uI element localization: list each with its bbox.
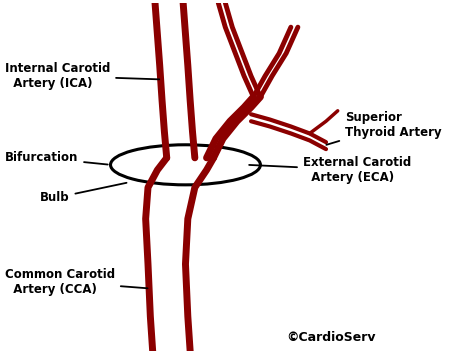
Text: External Carotid
  Artery (ECA): External Carotid Artery (ECA) <box>249 156 411 184</box>
Text: Bulb: Bulb <box>40 183 127 204</box>
Text: Superior
Thyroid Artery: Superior Thyroid Artery <box>326 111 441 145</box>
Text: Bifurcation: Bifurcation <box>5 152 108 165</box>
Text: Common Carotid
  Artery (CCA): Common Carotid Artery (CCA) <box>5 268 147 296</box>
Text: ©CardioServ: ©CardioServ <box>286 331 375 344</box>
Text: Internal Carotid
  Artery (ICA): Internal Carotid Artery (ICA) <box>5 62 159 90</box>
